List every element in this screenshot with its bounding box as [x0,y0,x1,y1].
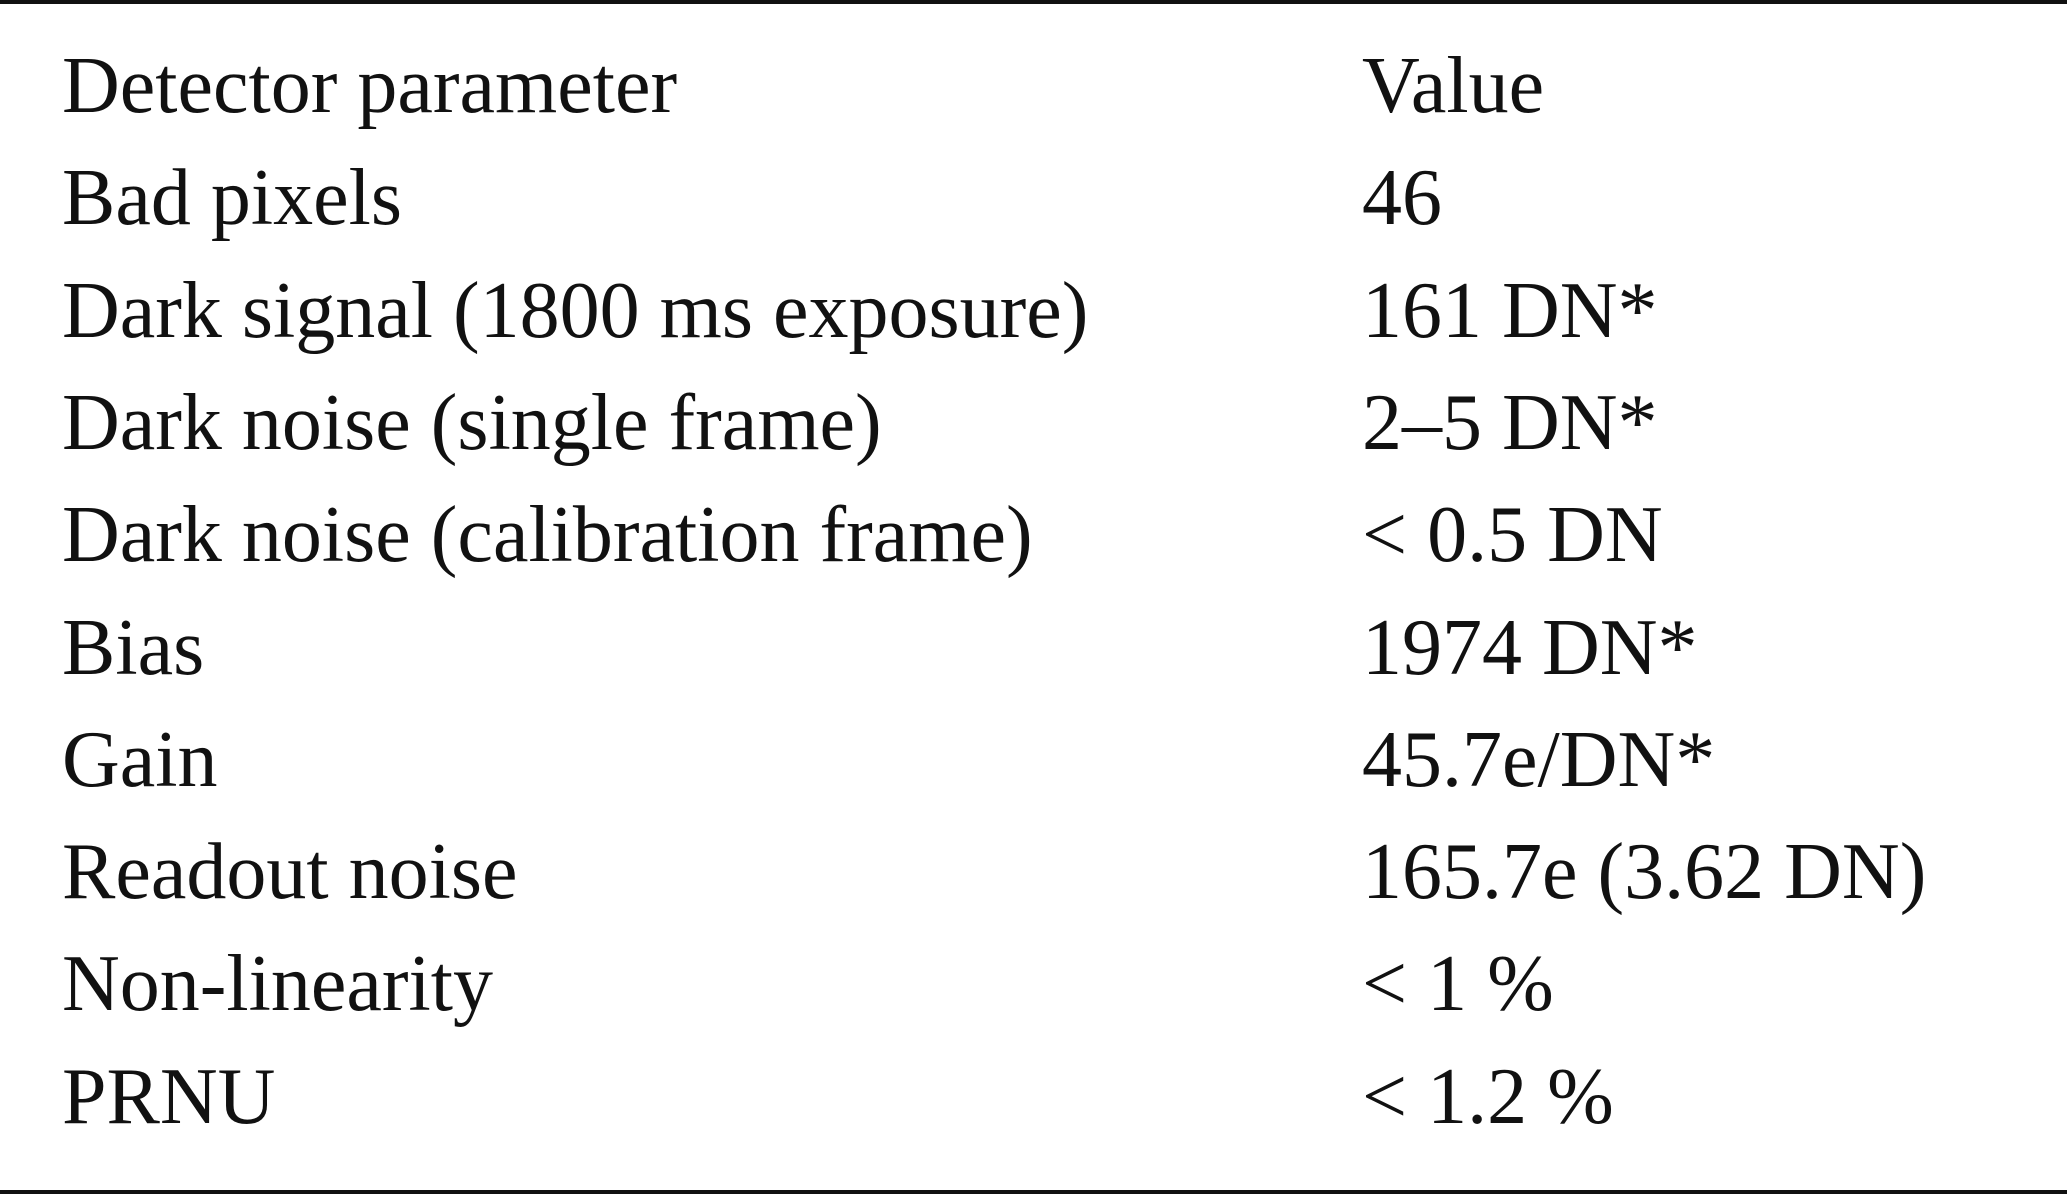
top-rule [0,0,2067,4]
parameter-cell: Non-linearity [62,940,493,1029]
value-cell: 2–5 DN* [1362,378,1658,467]
value-cell: 1974 DN* [1362,603,1698,692]
parameter-cell: Gain [62,715,218,804]
value-cell: < 1 % [1362,940,1554,1029]
parameter-cell: Dark noise (single frame) [62,378,882,467]
bottom-rule [0,1190,2067,1194]
value-cell: 161 DN* [1362,266,1658,355]
parameter-cell: Bias [62,603,205,692]
value-cell: 165.7e (3.62 DN) [1362,828,1927,917]
value-cell: 46 [1362,154,1442,243]
parameter-cell: Dark noise (calibration frame) [62,491,1033,580]
parameter-cell: PRNU [62,1052,276,1141]
value-cell: < 1.2 % [1362,1052,1614,1141]
parameter-cell: Dark signal (1800 ms exposure) [62,266,1089,355]
parameter-cell: Bad pixels [62,154,402,243]
header-cell: Detector parameter [62,42,678,130]
parameter-cell: Readout noise [62,828,518,917]
header-cell: Value [1362,42,1545,130]
value-cell: < 0.5 DN [1362,491,1663,580]
value-cell: 45.7e/DN* [1362,715,1716,804]
